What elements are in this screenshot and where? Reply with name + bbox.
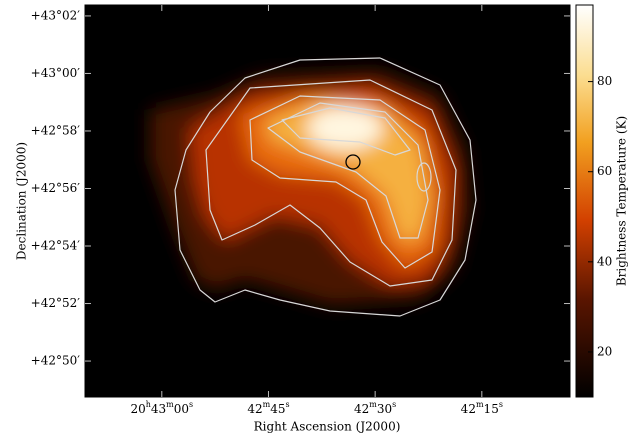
y-tick-label: +42°50′ — [31, 354, 81, 368]
x-tick-label: 20h43m00s — [130, 400, 193, 416]
image — [85, 5, 570, 397]
y-tick-label: +42°54′ — [31, 239, 81, 253]
colorbar — [576, 5, 593, 397]
y-tick-label: +42°52′ — [31, 296, 81, 310]
y-tick-label: +43°02′ — [31, 8, 81, 22]
y-axis-label: Declination (J2000) — [15, 142, 29, 260]
x-tick-label: 42m30s — [354, 400, 396, 416]
colorbar-label: Brightness Temperature (K) — [615, 116, 629, 286]
colorbar-tick-label: 60 — [597, 164, 612, 178]
y-tick-label: +42°58′ — [31, 123, 81, 137]
y-tick-label: +43°00′ — [31, 66, 81, 80]
y-tick-label: +42°56′ — [31, 181, 81, 195]
x-tick-label: 42m15s — [461, 400, 503, 416]
chart: Right Ascension (J2000) Declination (J20… — [0, 0, 638, 440]
colorbar-tick-label: 20 — [597, 344, 612, 358]
x-axis-label: Right Ascension (J2000) — [254, 420, 401, 434]
colorbar-tick-label: 40 — [597, 254, 612, 268]
x-tick-label: 42m45s — [247, 400, 289, 416]
colorbar-tick-label: 80 — [597, 74, 612, 88]
